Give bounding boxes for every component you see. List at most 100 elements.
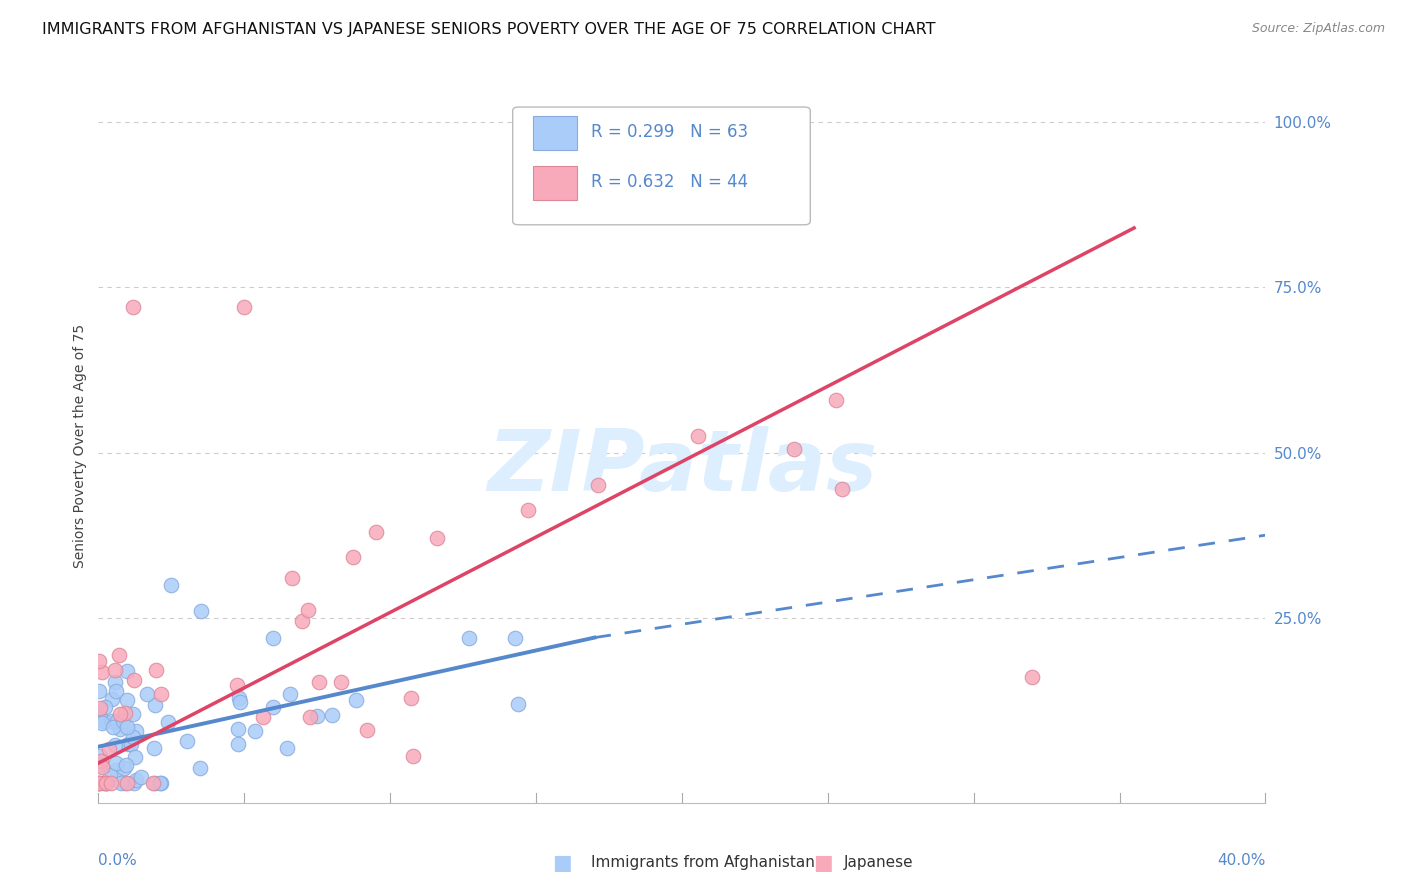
Point [176,734,198,748]
Point [297,603,319,617]
FancyBboxPatch shape [533,166,576,200]
Point [143,741,166,756]
Point [122,730,145,744]
Point [190,604,212,618]
Point [104,683,127,698]
Point [125,773,148,788]
Text: ZIPatlas: ZIPatlas [486,425,877,509]
Point [90,755,112,769]
Point [117,693,139,707]
Point [117,776,139,790]
Point [149,776,172,790]
Point [344,692,367,706]
Point [245,723,267,738]
Point [114,706,136,720]
Point [104,675,127,690]
Y-axis label: Seniors Poverty Over the Age of 75: Seniors Poverty Over the Age of 75 [73,324,87,568]
Text: ■: ■ [553,853,572,872]
Point [108,722,131,736]
Point [94,776,117,790]
Point [117,737,139,751]
Text: 0.0%: 0.0% [98,853,138,868]
Point [503,631,526,645]
Point [308,674,330,689]
Point [157,714,180,729]
Point [233,300,256,314]
Text: ■: ■ [813,853,832,872]
Point [90,665,112,679]
Point [89,758,111,772]
Point [831,482,853,496]
Point [329,675,352,690]
Point [143,776,166,790]
Point [1021,670,1043,684]
Point [124,750,146,764]
Point [160,578,183,592]
Text: Japanese: Japanese [844,855,914,870]
Point [89,776,111,790]
Point [131,771,153,785]
Point [89,748,111,763]
Point [101,714,124,728]
Point [252,709,274,723]
Point [321,707,343,722]
FancyBboxPatch shape [533,116,576,150]
Point [87,683,110,698]
Point [93,776,115,790]
Point [98,768,121,782]
Point [108,648,131,663]
Point [122,776,145,790]
Point [226,737,249,751]
Point [93,700,115,714]
Point [262,631,284,645]
Point [142,776,165,790]
Point [110,776,132,790]
Point [145,664,167,678]
Point [226,722,249,736]
Point [104,756,127,770]
Point [291,614,314,628]
Point [188,761,211,775]
Point [458,631,481,645]
Point [114,776,136,790]
Point [117,719,139,733]
Point [402,748,425,763]
Point [298,710,321,724]
Point [104,663,127,677]
Text: R = 0.299   N = 63: R = 0.299 N = 63 [591,123,748,141]
Point [97,742,120,756]
Point [342,549,364,564]
Point [104,738,127,752]
Point [229,695,252,709]
Text: IMMIGRANTS FROM AFGHANISTAN VS JAPANESE SENIORS POVERTY OVER THE AGE OF 75 CORRE: IMMIGRANTS FROM AFGHANISTAN VS JAPANESE … [42,22,935,37]
Point [586,477,609,491]
Point [506,697,529,711]
Point [90,716,112,731]
Point [281,571,304,585]
Point [89,701,111,715]
Text: 40.0%: 40.0% [1218,853,1265,868]
Point [399,691,422,706]
Point [149,687,172,701]
Point [101,720,124,734]
Text: Immigrants from Afghanistan: Immigrants from Afghanistan [591,855,814,870]
Point [305,708,328,723]
Point [90,760,112,774]
Point [783,442,806,456]
Point [149,776,172,790]
Point [122,706,145,721]
Point [278,688,301,702]
Point [100,776,122,790]
Point [228,691,250,706]
Point [87,776,110,790]
Point [120,737,142,751]
Point [105,714,128,728]
Point [136,687,159,701]
Point [87,776,110,790]
Point [122,300,145,314]
Point [87,654,110,668]
Point [276,741,298,756]
Text: R = 0.632   N = 44: R = 0.632 N = 44 [591,173,748,191]
Text: Source: ZipAtlas.com: Source: ZipAtlas.com [1251,22,1385,36]
Point [96,776,118,790]
